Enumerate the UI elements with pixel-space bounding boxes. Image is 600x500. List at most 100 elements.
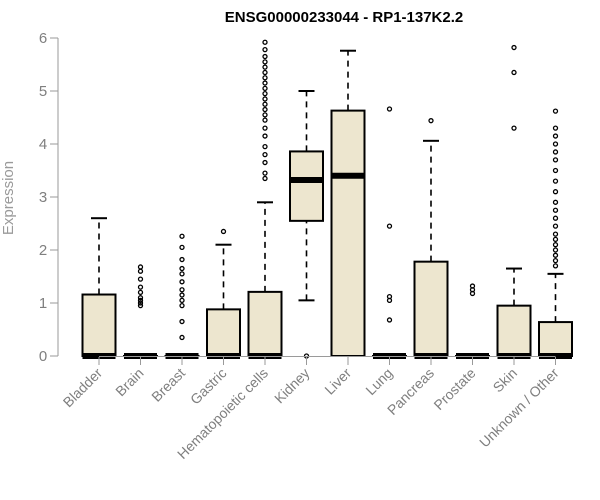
outlier-point — [179, 292, 185, 298]
box-group — [538, 108, 573, 359]
box-iqr — [206, 308, 241, 357]
outlier-point — [137, 276, 144, 282]
outlier-point — [179, 244, 185, 251]
x-tick-label: Breast — [148, 365, 188, 405]
outlier-point — [262, 91, 268, 97]
outlier-point — [262, 143, 268, 150]
outlier-point — [179, 287, 185, 293]
outlier-point — [179, 334, 185, 341]
outlier-point — [552, 247, 559, 253]
y-tick-label: 3 — [39, 189, 47, 206]
box-iqr — [330, 109, 366, 357]
box-group — [413, 118, 449, 359]
outlier-point — [552, 199, 559, 205]
outlier-point — [179, 318, 185, 325]
outlier-point — [137, 302, 144, 309]
outlier-point — [220, 228, 227, 235]
outlier-point — [552, 257, 559, 264]
x-tick-label: Kidney — [271, 365, 313, 407]
outlier-point — [179, 256, 185, 263]
outlier-point — [137, 268, 144, 274]
box-group — [247, 39, 283, 359]
outlier-point — [137, 295, 144, 301]
outlier-point — [386, 223, 393, 229]
box-group — [81, 217, 117, 359]
x-tick-label: Unknown / Other — [476, 365, 562, 451]
outlier-point — [262, 117, 268, 123]
box-iqr — [289, 150, 324, 222]
box-group — [123, 264, 158, 359]
outlier-point — [262, 175, 268, 182]
outlier-point — [552, 125, 559, 131]
outlier-point — [552, 178, 559, 184]
outlier-point — [552, 223, 559, 229]
outlier-point — [262, 75, 268, 81]
outlier-point — [262, 85, 268, 91]
outlier-point — [179, 233, 185, 239]
outlier-point — [179, 271, 185, 277]
y-axis-ticks: 0 1 2 3 4 5 6 — [39, 30, 58, 365]
y-tick-label: 4 — [39, 136, 47, 153]
outlier-point — [179, 302, 185, 309]
y-tick-label: 6 — [39, 30, 47, 47]
outlier-point — [262, 101, 268, 107]
outlier-point — [552, 236, 559, 243]
outlier-point — [552, 231, 559, 237]
box-group — [330, 49, 366, 357]
outlier-point — [262, 80, 268, 86]
box-iqr — [81, 293, 117, 357]
outlier-point — [262, 133, 268, 139]
outlier-point — [262, 53, 268, 60]
outlier-point — [137, 264, 144, 270]
outlier-point — [511, 125, 517, 131]
y-tick-label: 2 — [39, 242, 47, 259]
outlier-point — [552, 157, 559, 163]
outlier-point — [137, 297, 144, 304]
outlier-point — [137, 284, 144, 290]
x-tick-label: Brain — [112, 365, 146, 399]
outlier-point — [511, 44, 517, 51]
outlier-point — [552, 108, 559, 114]
outlier-point — [179, 279, 185, 285]
y-tick-label: 5 — [39, 83, 47, 100]
outlier-point — [262, 125, 268, 131]
y-tick-label: 0 — [39, 348, 47, 365]
outlier-point — [552, 263, 559, 269]
outlier-point — [262, 96, 268, 102]
outlier-point — [137, 300, 144, 306]
box-iqr — [413, 260, 449, 357]
box-group — [372, 106, 407, 359]
outlier-point — [428, 118, 434, 124]
chart-title: ENSG00000233044 - RP1-137K2.2 — [225, 9, 464, 26]
box-group — [164, 233, 200, 359]
outlier-point — [386, 106, 393, 112]
outlier-point — [262, 69, 268, 76]
outlier-point — [552, 149, 559, 155]
outlier-point — [262, 59, 268, 65]
outlier-point — [179, 297, 185, 304]
box-iqr — [496, 304, 532, 357]
box-group — [496, 44, 532, 359]
x-tick-label: Prostate — [430, 365, 478, 413]
x-tick-label: Lung — [362, 365, 395, 398]
outlier-point — [262, 47, 268, 53]
outlier-point — [552, 242, 559, 248]
outlier-point — [552, 133, 559, 139]
outlier-point — [137, 289, 144, 296]
outlier-point — [179, 265, 185, 272]
outlier-point — [511, 69, 517, 76]
outlier-point — [552, 207, 559, 213]
box-iqr — [247, 290, 283, 357]
y-tick-label: 1 — [39, 295, 47, 312]
outlier-point — [552, 252, 559, 258]
box-group — [289, 90, 324, 359]
box-group — [455, 283, 490, 359]
outlier-point — [469, 283, 476, 289]
outlier-point — [386, 317, 393, 323]
box-iqr — [538, 321, 573, 357]
outlier-point — [552, 215, 559, 221]
plot-area — [81, 39, 573, 359]
outlier-point — [262, 106, 268, 113]
outlier-point — [262, 64, 268, 70]
